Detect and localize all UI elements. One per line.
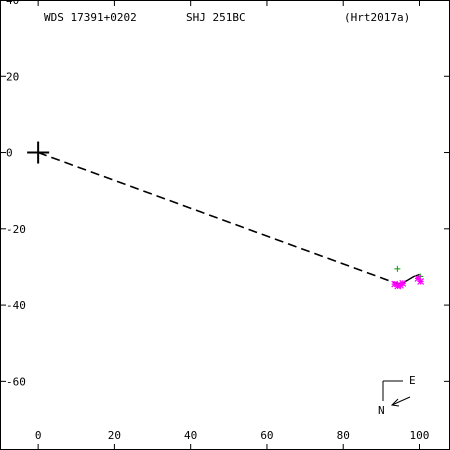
y-tick-label: -40 <box>6 299 26 312</box>
x-tick-label: 0 <box>35 429 42 442</box>
magenta-star-point <box>399 279 407 287</box>
primary-star-marker <box>27 141 50 164</box>
header-wds-id: WDS 17391+0202 <box>44 11 137 24</box>
y-tick-label: 20 <box>6 70 19 83</box>
y-tick-label: -20 <box>6 223 26 236</box>
y-tick-label: 40 <box>6 0 19 7</box>
x-tick-label: 80 <box>337 429 350 442</box>
x-tick-label: 40 <box>184 429 197 442</box>
green-plus-point <box>394 265 401 272</box>
y-tick-label: 0 <box>6 147 13 160</box>
x-tick-label: 20 <box>108 429 121 442</box>
y-tick-label: -60 <box>6 375 26 388</box>
star-d2 <box>391 280 399 288</box>
dashed-orbit-line <box>37 151 399 285</box>
x-tick-label: 100 <box>410 429 430 442</box>
x-axis-ticks: 0 20 40 60 80 100 <box>35 0 430 450</box>
measurement-points <box>391 265 425 290</box>
compass-east-label: E <box>409 374 416 387</box>
y-axis-ticks: 40 20 0 -20 -40 -60 <box>0 0 450 388</box>
magenta-star-point <box>391 280 399 288</box>
compass: E N <box>378 374 416 417</box>
magenta-star-point <box>417 278 425 285</box>
compass-arrow-head <box>390 398 400 407</box>
x-tick-label: 60 <box>260 429 273 442</box>
star-d2 <box>417 278 425 285</box>
header-reference: (Hrt2017a) <box>344 11 410 24</box>
star-d2 <box>399 279 407 287</box>
compass-arrow-shaft <box>391 396 411 406</box>
compass-north-label: N <box>378 404 385 417</box>
orbit-tracks <box>37 151 420 285</box>
header-pair-name: SHJ 251BC <box>186 11 246 24</box>
